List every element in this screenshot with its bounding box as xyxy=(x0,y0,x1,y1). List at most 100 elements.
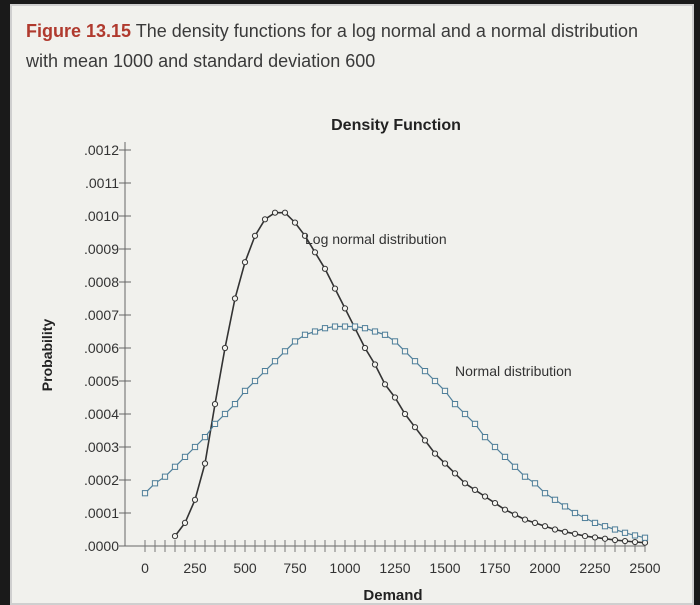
data-point xyxy=(171,533,179,540)
data-point xyxy=(611,526,619,533)
data-point xyxy=(611,536,619,544)
data-point xyxy=(151,480,159,487)
data-point xyxy=(341,305,349,312)
x-tick-label: 0 xyxy=(141,560,149,576)
data-point xyxy=(631,538,639,546)
figure-page: Figure 13.15 The density functions for a… xyxy=(10,4,694,605)
data-point xyxy=(621,529,629,536)
data-point xyxy=(201,434,209,441)
y-tick-label: .0001 xyxy=(84,505,119,521)
data-point xyxy=(341,323,349,330)
data-point xyxy=(351,323,359,330)
chart-title: Density Function xyxy=(331,117,461,134)
data-point xyxy=(561,528,569,535)
x-tick-label: 2000 xyxy=(529,560,560,576)
data-point xyxy=(141,490,149,497)
data-point xyxy=(301,331,309,338)
data-point xyxy=(441,387,449,394)
x-tick-label: 1500 xyxy=(429,560,460,576)
x-tick-label: 250 xyxy=(183,560,207,576)
y-tick-label: .0000 xyxy=(84,538,119,554)
y-tick-label: .0008 xyxy=(84,274,119,290)
data-point xyxy=(541,523,549,530)
log-normal-annotation: Log normal distribution xyxy=(305,231,447,247)
series-layer xyxy=(141,209,649,546)
data-point xyxy=(481,434,489,441)
data-point xyxy=(491,443,499,451)
data-point xyxy=(531,519,539,527)
data-point xyxy=(441,460,449,467)
x-tick-label: 2500 xyxy=(629,560,660,576)
data-point xyxy=(261,368,269,375)
y-tick-label: .0010 xyxy=(84,208,119,224)
data-point xyxy=(601,535,609,542)
data-point xyxy=(371,361,379,368)
y-tick-label: .0006 xyxy=(84,340,119,356)
data-point xyxy=(591,519,599,526)
data-point xyxy=(501,506,509,513)
data-point xyxy=(411,358,419,365)
data-point xyxy=(181,519,189,527)
data-point xyxy=(161,473,169,480)
data-point xyxy=(381,381,389,388)
data-point xyxy=(581,514,589,522)
data-point xyxy=(271,358,279,365)
y-tick-label: .0009 xyxy=(84,241,119,257)
y-tick-label: .0012 xyxy=(84,142,119,158)
data-point xyxy=(451,470,459,477)
data-point xyxy=(191,496,199,503)
y-tick-label: .0007 xyxy=(84,307,119,323)
data-point xyxy=(291,338,299,345)
data-point xyxy=(251,232,259,239)
data-point xyxy=(431,450,439,457)
data-point xyxy=(231,401,239,408)
figure-label: Figure 13.15 xyxy=(26,21,132,41)
data-point xyxy=(421,437,429,444)
data-point xyxy=(241,259,249,266)
data-point xyxy=(391,394,399,401)
data-point xyxy=(401,410,409,418)
data-point xyxy=(591,534,599,541)
data-point xyxy=(321,325,329,332)
data-point xyxy=(601,523,609,530)
data-point xyxy=(431,377,439,385)
y-tick-label: .0004 xyxy=(84,406,119,422)
data-point xyxy=(641,534,649,541)
data-point xyxy=(411,424,419,431)
caption-text: The density functions for a log normal a… xyxy=(26,21,639,71)
data-point xyxy=(221,410,229,418)
data-point xyxy=(221,344,229,352)
data-point xyxy=(251,377,259,385)
x-tick-label: 2250 xyxy=(579,560,610,576)
data-point xyxy=(261,216,269,223)
x-tick-label: 1250 xyxy=(379,560,410,576)
data-point xyxy=(281,348,289,355)
y-tick-label: .0003 xyxy=(84,439,119,455)
data-point xyxy=(561,503,569,510)
data-point xyxy=(331,285,339,292)
data-point xyxy=(491,500,499,507)
data-point xyxy=(531,480,539,487)
data-point xyxy=(461,410,469,418)
data-point xyxy=(331,323,339,330)
y-tick-label: .0011 xyxy=(85,175,119,191)
axes: .0000 .0001 .0002 .0003 .0004 .0005 .0006 .0007… xyxy=(84,142,661,576)
data-point xyxy=(231,295,239,302)
data-point xyxy=(451,401,459,408)
y-tick-label: .0002 xyxy=(84,472,119,488)
x-tick-label: 750 xyxy=(283,560,307,576)
data-point xyxy=(551,496,559,503)
data-point xyxy=(641,539,649,546)
data-point xyxy=(461,480,469,487)
x-tick-label: 1750 xyxy=(479,560,510,576)
series-normal xyxy=(141,323,649,541)
x-tick-label: 1000 xyxy=(329,560,360,576)
data-point xyxy=(571,530,579,537)
data-point xyxy=(501,453,509,460)
data-point xyxy=(401,348,409,355)
data-point xyxy=(181,453,189,460)
data-point xyxy=(391,338,399,345)
data-point xyxy=(511,463,519,470)
data-point xyxy=(321,265,329,272)
